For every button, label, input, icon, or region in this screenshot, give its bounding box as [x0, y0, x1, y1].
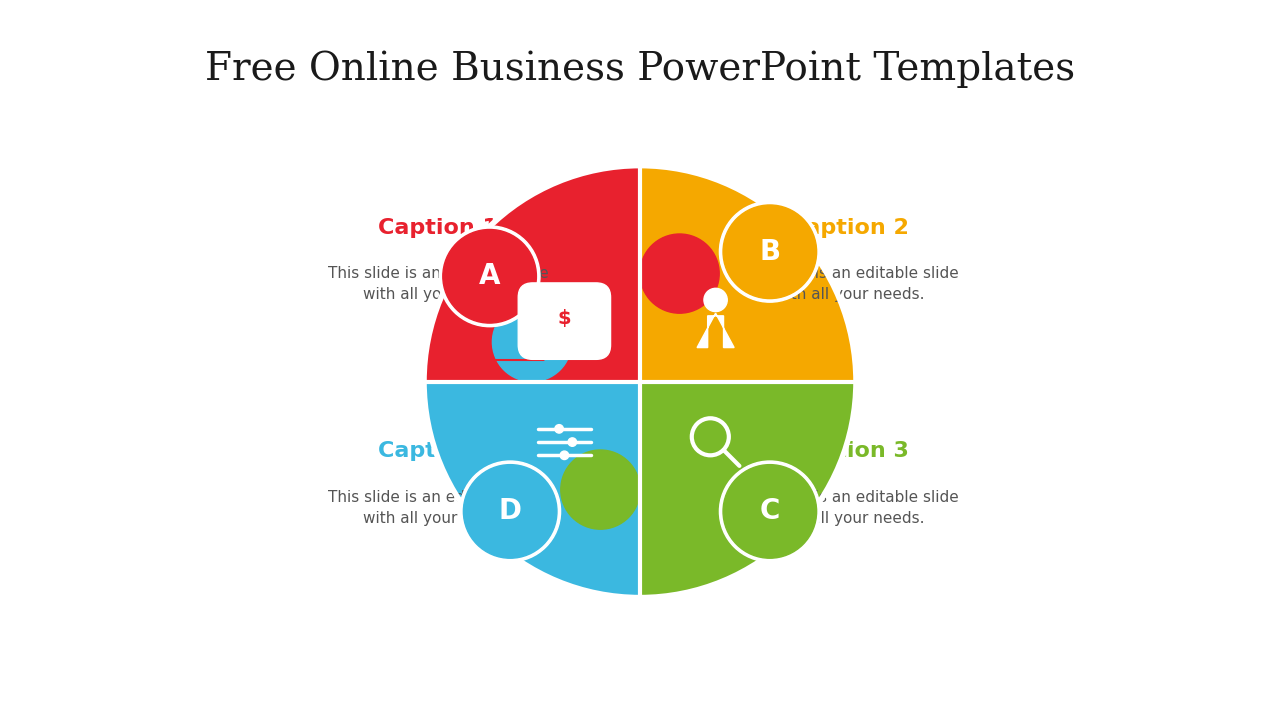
Text: This slide is an editable slide
with all your needs.: This slide is an editable slide with all…	[328, 490, 549, 526]
Polygon shape	[698, 313, 735, 348]
Circle shape	[723, 205, 817, 299]
Circle shape	[561, 451, 568, 459]
Text: A: A	[479, 262, 500, 290]
Text: $: $	[558, 309, 571, 328]
Text: D: D	[499, 498, 522, 526]
Circle shape	[561, 450, 640, 529]
Circle shape	[719, 461, 820, 562]
Polygon shape	[424, 166, 640, 382]
Text: B: B	[759, 238, 781, 266]
Text: Caption 2: Caption 2	[788, 217, 909, 238]
Circle shape	[708, 382, 787, 461]
Text: This slide is an editable slide
with all your needs.: This slide is an editable slide with all…	[739, 266, 959, 302]
Text: This slide is an editable slide
with all your needs.: This slide is an editable slide with all…	[328, 266, 549, 302]
Circle shape	[460, 461, 561, 562]
Polygon shape	[424, 382, 640, 598]
Circle shape	[704, 288, 727, 312]
FancyBboxPatch shape	[518, 283, 611, 359]
Text: Caption 4: Caption 4	[379, 441, 498, 461]
Circle shape	[439, 226, 540, 327]
Circle shape	[493, 302, 572, 382]
Circle shape	[443, 230, 536, 323]
Circle shape	[640, 234, 719, 313]
Text: This slide is an editable slide
with all your needs.: This slide is an editable slide with all…	[739, 490, 959, 526]
Text: Caption 1: Caption 1	[379, 217, 498, 238]
Circle shape	[554, 425, 563, 433]
Circle shape	[463, 464, 557, 558]
Text: C: C	[759, 498, 780, 526]
Text: Caption 3: Caption 3	[788, 441, 909, 461]
Polygon shape	[640, 382, 856, 598]
Text: Free Online Business PowerPoint Templates: Free Online Business PowerPoint Template…	[205, 50, 1075, 88]
Circle shape	[568, 438, 576, 446]
Polygon shape	[640, 166, 856, 382]
Circle shape	[719, 202, 820, 302]
Circle shape	[723, 464, 817, 558]
